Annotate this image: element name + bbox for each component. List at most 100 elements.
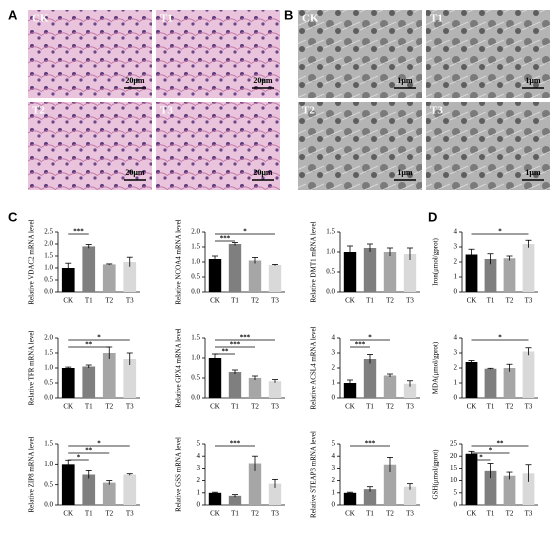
significance-label: * [243, 228, 247, 236]
error-bar [487, 253, 494, 265]
bar [522, 473, 535, 505]
bar [403, 383, 417, 398]
y-tick-label: 3 [332, 464, 336, 472]
x-tick-label: T1 [231, 297, 239, 305]
bar [465, 254, 478, 292]
x-tick-label: T1 [487, 510, 495, 518]
error-bar [85, 364, 92, 368]
error-bar [212, 491, 218, 494]
error-bar [367, 243, 373, 252]
x-tick-label: CK [345, 297, 355, 305]
x-tick-label: CK [345, 510, 355, 518]
y-tick-label: 0 [332, 501, 336, 509]
y-tick-label: 1 [332, 488, 336, 496]
error-bar [252, 257, 258, 264]
error-bar [85, 470, 92, 479]
x-tick-label: T2 [386, 403, 394, 411]
y-tick-label: 5 [454, 488, 458, 496]
y-tick-label: 4 [454, 334, 458, 342]
y-tick-label: 3 [454, 243, 458, 251]
error-bar [347, 379, 353, 386]
y-axis-label: Relative ACSL4 mRNA level [310, 326, 318, 409]
x-tick-label: CK [63, 510, 73, 518]
image-label: CK [302, 13, 319, 25]
y-tick-label: 25 [450, 440, 458, 448]
error-bar [212, 255, 218, 262]
error-bar [126, 256, 133, 267]
significance-label: ** [222, 348, 230, 356]
error-bar [468, 360, 475, 364]
image-label: T1 [430, 13, 443, 25]
error-bar [387, 247, 393, 256]
y-tick-label: 1 [454, 273, 458, 281]
x-tick-label: T2 [105, 510, 113, 518]
y-tick-label: 0.0 [326, 288, 335, 296]
x-tick-label: CK [467, 297, 477, 305]
y-tick-label: 10 [450, 476, 458, 484]
bar [403, 254, 417, 292]
y-tick-label: 0.0 [44, 288, 53, 296]
y-axis-label: Relative NCOA4 mRNA level [175, 219, 183, 304]
y-axis-label: Relative TFR mRNA level [28, 331, 36, 406]
significance-label: * [77, 454, 81, 462]
y-axis-label: Relative ZIP8 mRNA level [28, 436, 36, 512]
y-tick-label: 5 [197, 440, 201, 448]
bar [102, 353, 116, 398]
y-axis-label: Relative DMT1 mRNA level [310, 221, 318, 302]
y-tick-label: 0 [197, 501, 201, 509]
significance-label: * [489, 447, 493, 455]
bar [484, 368, 497, 398]
bar [503, 368, 516, 398]
x-tick-label: T1 [487, 297, 495, 305]
x-tick-label: T3 [126, 297, 134, 305]
bar [228, 244, 242, 292]
error-bar [126, 352, 133, 365]
x-tick-label: CK [63, 297, 73, 305]
y-tick-label: 2 [197, 476, 201, 484]
error-bar [232, 369, 238, 374]
y-tick-label: 1.0 [191, 258, 200, 266]
scale-label: 1μm [525, 76, 541, 85]
y-tick-label: 1 [454, 379, 458, 387]
micrograph [28, 102, 152, 190]
x-tick-label: CK [63, 403, 73, 411]
image-label: CK [32, 13, 49, 25]
y-tick-label: 2 [454, 364, 458, 372]
micrograph [156, 10, 280, 98]
bar [465, 453, 478, 505]
error-bar [232, 242, 238, 246]
y-tick-label: 2 [454, 258, 458, 266]
image-label: T3 [160, 105, 173, 117]
y-axis-label: Relative VDAC2 mRNA level [28, 219, 36, 304]
error-bar [367, 486, 373, 492]
scale-label: 20μm [125, 168, 145, 177]
micrograph [156, 102, 280, 190]
micrograph [28, 10, 152, 98]
x-tick-label: T3 [406, 403, 414, 411]
y-tick-label: 2.0 [44, 334, 53, 342]
error-bar [487, 463, 494, 479]
y-tick-label: 3 [197, 464, 201, 472]
x-tick-label: T1 [85, 510, 93, 518]
x-tick-label: T2 [105, 403, 113, 411]
y-tick-label: 1.5 [44, 252, 53, 260]
bar [82, 474, 96, 505]
error-bar [347, 245, 353, 258]
bar [208, 358, 222, 398]
y-tick-label: 0 [454, 501, 458, 509]
y-axis-label: MDA(μmol/gprot) [432, 341, 440, 394]
y-tick-label: 1.5 [191, 243, 200, 251]
bar [268, 265, 282, 292]
y-axis-label: Relative GSS mRNA level [175, 437, 183, 512]
x-tick-label: T1 [85, 297, 93, 305]
scale-label: 1μm [525, 168, 541, 177]
bar [123, 474, 137, 505]
error-bar [387, 373, 393, 377]
x-tick-label: T2 [386, 510, 394, 518]
error-bar [347, 491, 353, 494]
bar [248, 378, 262, 398]
bar [503, 475, 516, 505]
bar [363, 489, 377, 505]
error-bar [407, 380, 413, 387]
bar [363, 248, 377, 292]
